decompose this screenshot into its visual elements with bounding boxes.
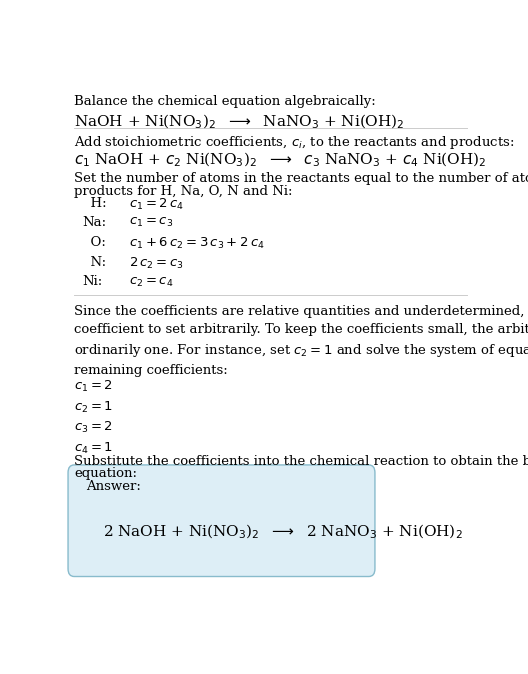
Text: $c_1 = 2$: $c_1 = 2$: [74, 379, 113, 394]
Text: Balance the chemical equation algebraically:: Balance the chemical equation algebraica…: [74, 96, 376, 109]
Text: N:: N:: [82, 255, 107, 269]
Text: $c_1 = 2\,c_4$: $c_1 = 2\,c_4$: [129, 197, 184, 212]
Text: H:: H:: [82, 197, 107, 210]
Text: $c_3 = 2$: $c_3 = 2$: [74, 421, 113, 435]
Text: 2 NaOH + Ni(NO$_3$)$_2$  $\longrightarrow$  2 NaNO$_3$ + Ni(OH)$_2$: 2 NaOH + Ni(NO$_3$)$_2$ $\longrightarrow…: [103, 523, 463, 541]
Text: $c_1 + 6\,c_2 = 3\,c_3 + 2\,c_4$: $c_1 + 6\,c_2 = 3\,c_3 + 2\,c_4$: [129, 236, 265, 251]
Text: Set the number of atoms in the reactants equal to the number of atoms in the: Set the number of atoms in the reactants…: [74, 173, 528, 185]
Text: products for H, Na, O, N and Ni:: products for H, Na, O, N and Ni:: [74, 185, 293, 197]
Text: Substitute the coefficients into the chemical reaction to obtain the balanced: Substitute the coefficients into the che…: [74, 454, 528, 468]
Text: Add stoichiometric coefficients, $c_i$, to the reactants and products:: Add stoichiometric coefficients, $c_i$, …: [74, 134, 515, 151]
Text: Answer:: Answer:: [87, 481, 142, 493]
Text: $c_4 = 1$: $c_4 = 1$: [74, 441, 113, 456]
Text: $c_2 = 1$: $c_2 = 1$: [74, 400, 113, 415]
Text: equation:: equation:: [74, 467, 137, 480]
Text: NaOH + Ni(NO$_3$)$_2$  $\longrightarrow$  NaNO$_3$ + Ni(OH)$_2$: NaOH + Ni(NO$_3$)$_2$ $\longrightarrow$ …: [74, 113, 405, 131]
FancyBboxPatch shape: [68, 465, 375, 576]
Text: $2\,c_2 = c_3$: $2\,c_2 = c_3$: [129, 255, 184, 271]
Text: $c_1$ NaOH + $c_2$ Ni(NO$_3$)$_2$  $\longrightarrow$  $c_3$ NaNO$_3$ + $c_4$ Ni(: $c_1$ NaOH + $c_2$ Ni(NO$_3$)$_2$ $\long…: [74, 150, 487, 168]
Text: $c_1 = c_3$: $c_1 = c_3$: [129, 216, 174, 229]
Text: O:: O:: [82, 236, 106, 249]
Text: Na:: Na:: [82, 216, 107, 229]
Text: Since the coefficients are relative quantities and underdetermined, choose a
coe: Since the coefficients are relative quan…: [74, 305, 528, 377]
Text: Ni:: Ni:: [82, 276, 102, 288]
Text: $c_2 = c_4$: $c_2 = c_4$: [129, 276, 174, 288]
